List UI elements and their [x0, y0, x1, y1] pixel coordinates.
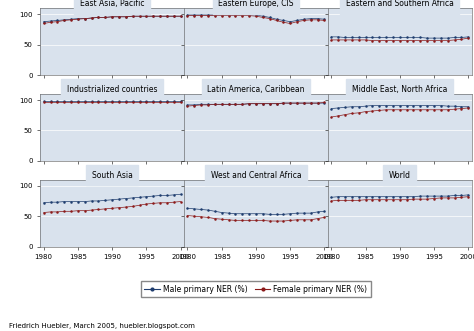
Title: South Asia: South Asia	[92, 170, 133, 180]
Title: World: World	[389, 170, 411, 180]
Title: East Asia, Pacific: East Asia, Pacific	[80, 0, 145, 8]
Text: Friedrich Huebler, March 2005, huebler.blogspot.com: Friedrich Huebler, March 2005, huebler.b…	[9, 323, 195, 329]
Title: Eastern Europe, CIS: Eastern Europe, CIS	[218, 0, 294, 8]
Title: Industrialized countries: Industrialized countries	[67, 85, 157, 94]
Legend: Male primary NER (%), Female primary NER (%): Male primary NER (%), Female primary NER…	[141, 281, 371, 297]
Title: Latin America, Caribbean: Latin America, Caribbean	[207, 85, 305, 94]
Title: Middle East, North Africa: Middle East, North Africa	[352, 85, 447, 94]
Title: West and Central Africa: West and Central Africa	[210, 170, 301, 180]
Title: Eastern and Southern Africa: Eastern and Southern Africa	[346, 0, 454, 8]
